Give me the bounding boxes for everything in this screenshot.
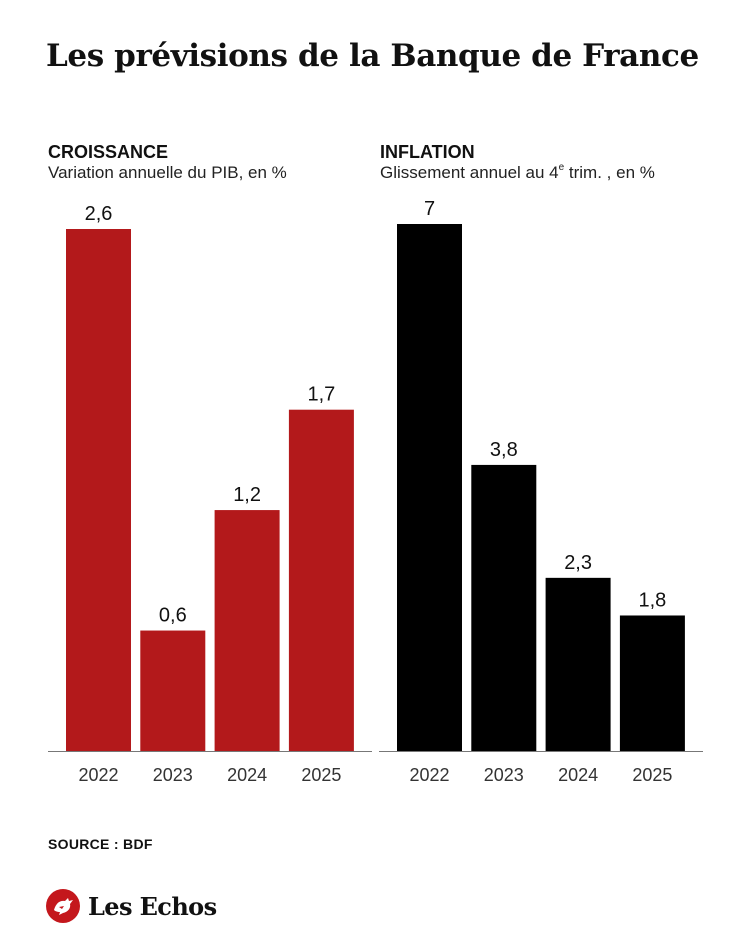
growth-panel-title: CROISSANCE xyxy=(48,142,169,162)
les-echos-logo: Les Echos xyxy=(46,888,217,924)
x-tick-label: 2024 xyxy=(227,765,267,785)
bar-value-label: 1,8 xyxy=(638,589,666,611)
bar-2023 xyxy=(140,630,206,751)
bar-value-label: 2,3 xyxy=(564,552,592,574)
source-note: SOURCE : BDF xyxy=(48,836,153,852)
bar-2025 xyxy=(288,409,354,751)
inflation-subtitle-superscript: e xyxy=(558,162,565,174)
inflation-panel-subtitle: Glissement annuel au 4e trim. , en % xyxy=(380,162,655,183)
bar-2024 xyxy=(545,577,611,751)
bar-value-label: 7 xyxy=(424,198,435,220)
bar-2022 xyxy=(66,229,131,751)
inflation-panel-title: INFLATION xyxy=(380,142,475,162)
bar-2025 xyxy=(619,615,685,751)
rooster-icon xyxy=(46,889,80,923)
inflation-subtitle-end: trim. , en % xyxy=(564,163,655,182)
bar-2022 xyxy=(397,224,462,751)
growth-bar-chart: 2,6 2022 0,6 2023 1,2 2024 1,7 2025 xyxy=(48,203,372,785)
x-tick-label: 2023 xyxy=(153,765,193,785)
x-tick-label: 2025 xyxy=(632,765,672,785)
x-tick-label: 2022 xyxy=(78,765,118,785)
x-tick-label: 2022 xyxy=(409,765,449,785)
chart-title: Les prévisions de la Banque de France xyxy=(46,38,699,74)
bar-value-label: 2,6 xyxy=(85,203,113,225)
bar-value-label: 1,2 xyxy=(233,484,261,506)
bar-value-label: 0,6 xyxy=(159,605,187,627)
logo-wordmark: Les Echos xyxy=(88,891,217,921)
inflation-subtitle-main: Glissement annuel au 4 xyxy=(380,163,559,182)
bar-2024 xyxy=(214,510,280,751)
inflation-bar-chart: 7 2022 3,8 2023 2,3 2024 1,8 2025 xyxy=(379,198,703,785)
bar-value-label: 1,7 xyxy=(307,384,335,406)
bar-2023 xyxy=(471,464,537,751)
x-tick-label: 2023 xyxy=(484,765,524,785)
bar-value-label: 3,8 xyxy=(490,439,518,461)
growth-panel-subtitle: Variation annuelle du PIB, en % xyxy=(48,163,287,182)
x-tick-label: 2025 xyxy=(301,765,341,785)
x-tick-label: 2024 xyxy=(558,765,598,785)
